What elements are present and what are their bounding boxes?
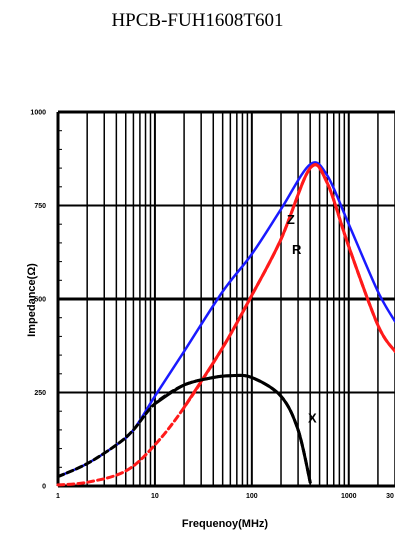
series-label-z: Z (287, 212, 295, 227)
tick-label-layer: 0 250 500 750 1000 1 10 100 1000 30 (30, 110, 394, 501)
y-tick-label: 250 (34, 390, 46, 397)
series-line-x-solid (153, 373, 312, 484)
series-label-r: R (292, 242, 302, 257)
y-tick-label: 0 (42, 484, 46, 491)
x-tick-label: 100 (246, 493, 258, 500)
x-tick-label: 1000 (341, 493, 357, 500)
series-label-x: X (308, 410, 317, 425)
series-line-r-solid (182, 163, 395, 409)
series-layer (56, 161, 395, 487)
x-tick-label: 1 (56, 493, 60, 500)
x-tick-label: 10 (151, 493, 159, 500)
x-tick-label: 30 (386, 493, 394, 500)
series-label-layer: ZR X (287, 212, 317, 425)
grid-layer (56, 110, 395, 488)
y-tick-label: 500 (34, 297, 46, 304)
y-tick-label: 750 (34, 203, 46, 210)
y-tick-label: 1000 (30, 110, 46, 117)
x-axis-label: Frequenoy(MHz) (182, 518, 269, 530)
chart-title: HPCB-FUH1608T601 (111, 10, 284, 31)
y-axis-label: Impedance(Ω) (26, 263, 38, 337)
